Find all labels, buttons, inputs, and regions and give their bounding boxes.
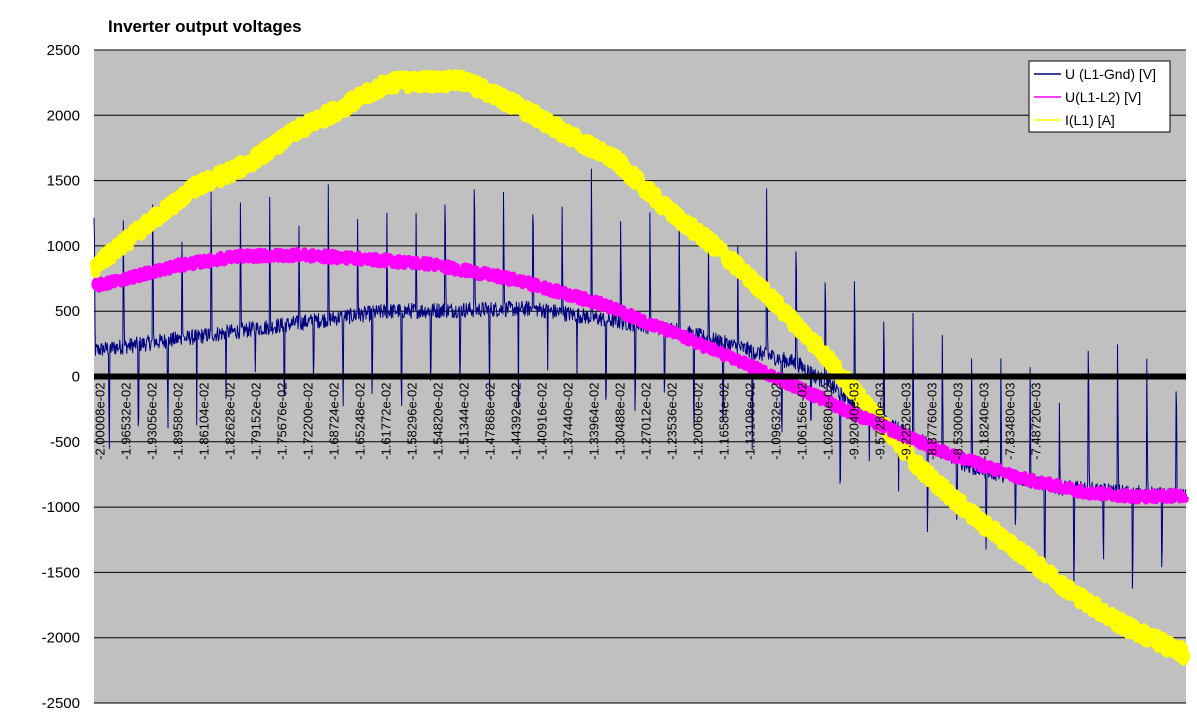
legend-label: U (L1-Gnd) [V] <box>1065 66 1156 82</box>
x-tick-label: -1.47868e-02 <box>483 383 498 460</box>
grid-lines <box>94 49 1186 704</box>
x-tick-label: -1.58296e-02 <box>405 383 420 460</box>
x-tick-label: -1.89580e-02 <box>171 383 186 460</box>
x-tick-label: -1.65248e-02 <box>353 383 368 460</box>
x-tick-label: -1.51344e-02 <box>457 383 472 460</box>
x-tick-label: -1.20060e-02 <box>691 383 706 460</box>
y-tick-label: 500 <box>55 303 80 320</box>
x-tick-label: -7.48720e-03 <box>1029 383 1044 460</box>
x-tick-label: -1.06156e-02 <box>795 383 810 460</box>
x-tick-label: -1.02680e-02 <box>821 383 836 460</box>
x-tick-label: -8.87760e-03 <box>925 383 940 460</box>
x-tick-label: -1.54820e-02 <box>431 383 446 460</box>
x-tick-label: -1.75676e-02 <box>275 383 290 460</box>
legend-label: U(L1-L2) [V] <box>1065 89 1141 105</box>
x-tick-label: -1.37440e-02 <box>561 383 576 460</box>
x-tick-label: -1.40916e-02 <box>535 383 550 460</box>
y-tick-label: 1000 <box>47 238 80 255</box>
y-axis: 2500 2000 1500 1000 500 0 -500 -1000 -1500 -2000 -… <box>42 42 80 712</box>
x-tick-label: -1.23536e-02 <box>665 383 680 460</box>
x-tick-label: -2.00008e-02 <box>93 383 108 460</box>
series-line-1 <box>91 247 1189 505</box>
series-line-2 <box>89 69 1191 666</box>
legend-label: I(L1) [A] <box>1065 112 1115 128</box>
x-tick-label: -1.68724e-02 <box>327 383 342 460</box>
x-tick-label: -9.57280e-03 <box>873 383 888 460</box>
x-tick-label: -9.22520e-03 <box>899 383 914 460</box>
y-tick-label: 1500 <box>47 173 80 190</box>
x-tick-label: -1.86104e-02 <box>197 383 212 460</box>
x-tick-label: -1.72200e-02 <box>301 383 316 460</box>
x-tick-label: -1.27012e-02 <box>639 383 654 460</box>
x-tick-label: -1.96532e-02 <box>119 383 134 460</box>
x-tick-label: -1.09632e-02 <box>769 383 784 460</box>
x-tick-label: -8.53000e-03 <box>951 383 966 460</box>
x-tick-label: -1.33964e-02 <box>587 383 602 460</box>
x-tick-label: -1.13108e-02 <box>743 383 758 460</box>
y-tick-label: -500 <box>50 434 80 451</box>
y-tick-label: 0 <box>72 369 80 386</box>
x-tick-label: -1.16584e-02 <box>717 383 732 460</box>
x-tick-label: -1.79152e-02 <box>249 383 264 460</box>
y-tick-label: -1000 <box>42 499 80 516</box>
x-tick-label: -1.61772e-02 <box>379 383 394 460</box>
y-tick-label: 2000 <box>47 107 80 124</box>
y-tick-label: -2000 <box>42 630 80 647</box>
y-tick-label: -2500 <box>42 695 80 712</box>
chart-title: Inverter output voltages <box>108 17 302 36</box>
x-tick-label: -1.30488e-02 <box>613 383 628 460</box>
x-axis: -2.00008e-02 -1.96532e-02 -1.93056e-02 -1.8… <box>93 383 1044 460</box>
y-tick-label: -1500 <box>42 564 80 581</box>
series-group <box>89 69 1191 666</box>
x-tick-label: -1.44392e-02 <box>509 383 524 460</box>
x-tick-label: -9.92040e-03 <box>847 383 862 460</box>
y-tick-label: 2500 <box>47 42 80 59</box>
x-tick-label: -1.93056e-02 <box>145 383 160 460</box>
x-tick-label: -7.83480e-03 <box>1003 383 1018 460</box>
x-tick-label: -1.82628e-02 <box>223 383 238 460</box>
x-tick-label: -8.18240e-03 <box>977 383 992 460</box>
legend: U (L1-Gnd) [V] U(L1-L2) [V] I(L1) [A] <box>1028 60 1171 133</box>
